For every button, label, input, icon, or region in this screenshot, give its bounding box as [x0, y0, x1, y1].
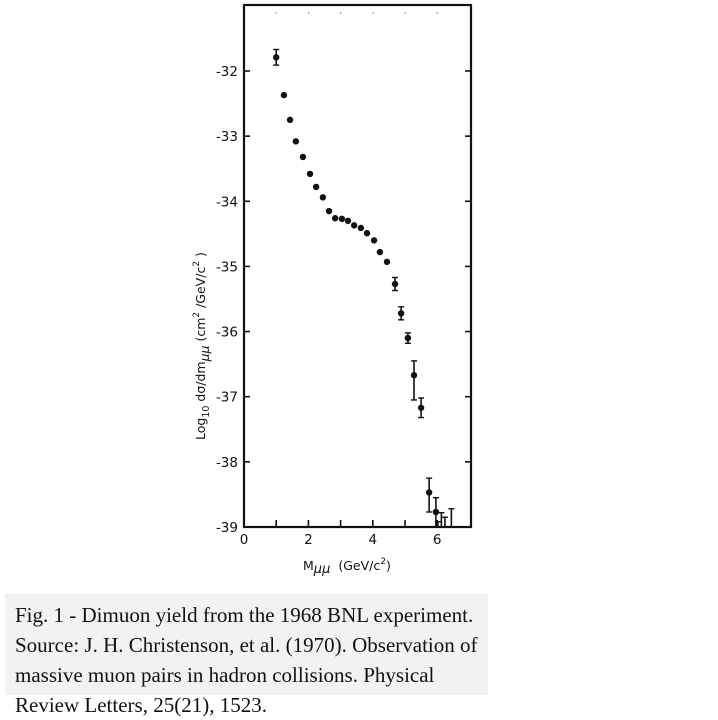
data-point — [273, 48, 280, 66]
data-point — [363, 229, 371, 237]
data-point — [312, 183, 320, 191]
data-point — [404, 332, 412, 344]
y-tick-label: -35 — [216, 259, 238, 275]
y-tick-label: -33 — [216, 129, 238, 145]
y-tick-label: -36 — [216, 325, 238, 341]
x-tick-label: 4 — [369, 532, 378, 548]
data-point — [376, 248, 384, 256]
upper-limit-bar — [438, 511, 445, 527]
y-axis-label: Log10 dσ/dmμμ (cm2 /GeV/c2 ) — [192, 252, 212, 440]
data-point — [383, 258, 391, 266]
figure-caption: Fig. 1 - Dimuon yield from the 1968 BNL … — [5, 594, 488, 717]
data-point — [306, 170, 314, 178]
y-tick-label: -38 — [216, 455, 238, 471]
figure: -32 -33 -34 -35 -36 -37 -38 -39 0 2 4 6 Mμμ (GeV/c2… — [192, 3, 473, 577]
x-tick-label: 2 — [304, 532, 313, 548]
data-point — [338, 215, 346, 223]
data-point — [350, 222, 358, 229]
x-axis-tick-labels: 0 2 4 6 — [240, 532, 442, 548]
data-point — [370, 237, 378, 244]
data-point — [391, 276, 399, 292]
axis-ticks — [244, 12, 471, 527]
data-point — [331, 215, 339, 222]
data-point — [280, 91, 288, 99]
data-point — [410, 360, 418, 401]
data-points — [273, 48, 455, 528]
data-point — [357, 224, 365, 232]
chart-plot: -32 -33 -34 -35 -36 -37 -38 -39 0 2 4 6 Mμμ (GeV/c2… — [192, 3, 473, 577]
plot-frame — [242, 3, 473, 529]
x-tick-label: 6 — [433, 532, 442, 548]
y-tick-label: -39 — [216, 520, 238, 536]
data-point — [397, 306, 405, 321]
data-point — [319, 194, 327, 201]
y-tick-label: -34 — [216, 194, 238, 210]
upper-limit-bar — [448, 508, 455, 527]
upper-limit-bar — [434, 521, 441, 527]
data-point — [425, 477, 433, 513]
upper-limit-bar — [441, 516, 448, 527]
data-point — [344, 217, 352, 225]
data-point — [299, 153, 307, 161]
data-point — [417, 397, 425, 419]
x-tick-label: 0 — [240, 532, 249, 548]
x-axis-label: Mμμ (GeV/c2) — [303, 557, 391, 577]
data-point — [325, 207, 333, 215]
y-tick-label: -32 — [216, 64, 238, 80]
y-axis-tick-labels: -32 -33 -34 -35 -36 -37 -38 -39 — [216, 64, 238, 536]
data-point — [292, 138, 300, 145]
data-point — [286, 116, 294, 124]
y-tick-label: -37 — [216, 390, 238, 406]
